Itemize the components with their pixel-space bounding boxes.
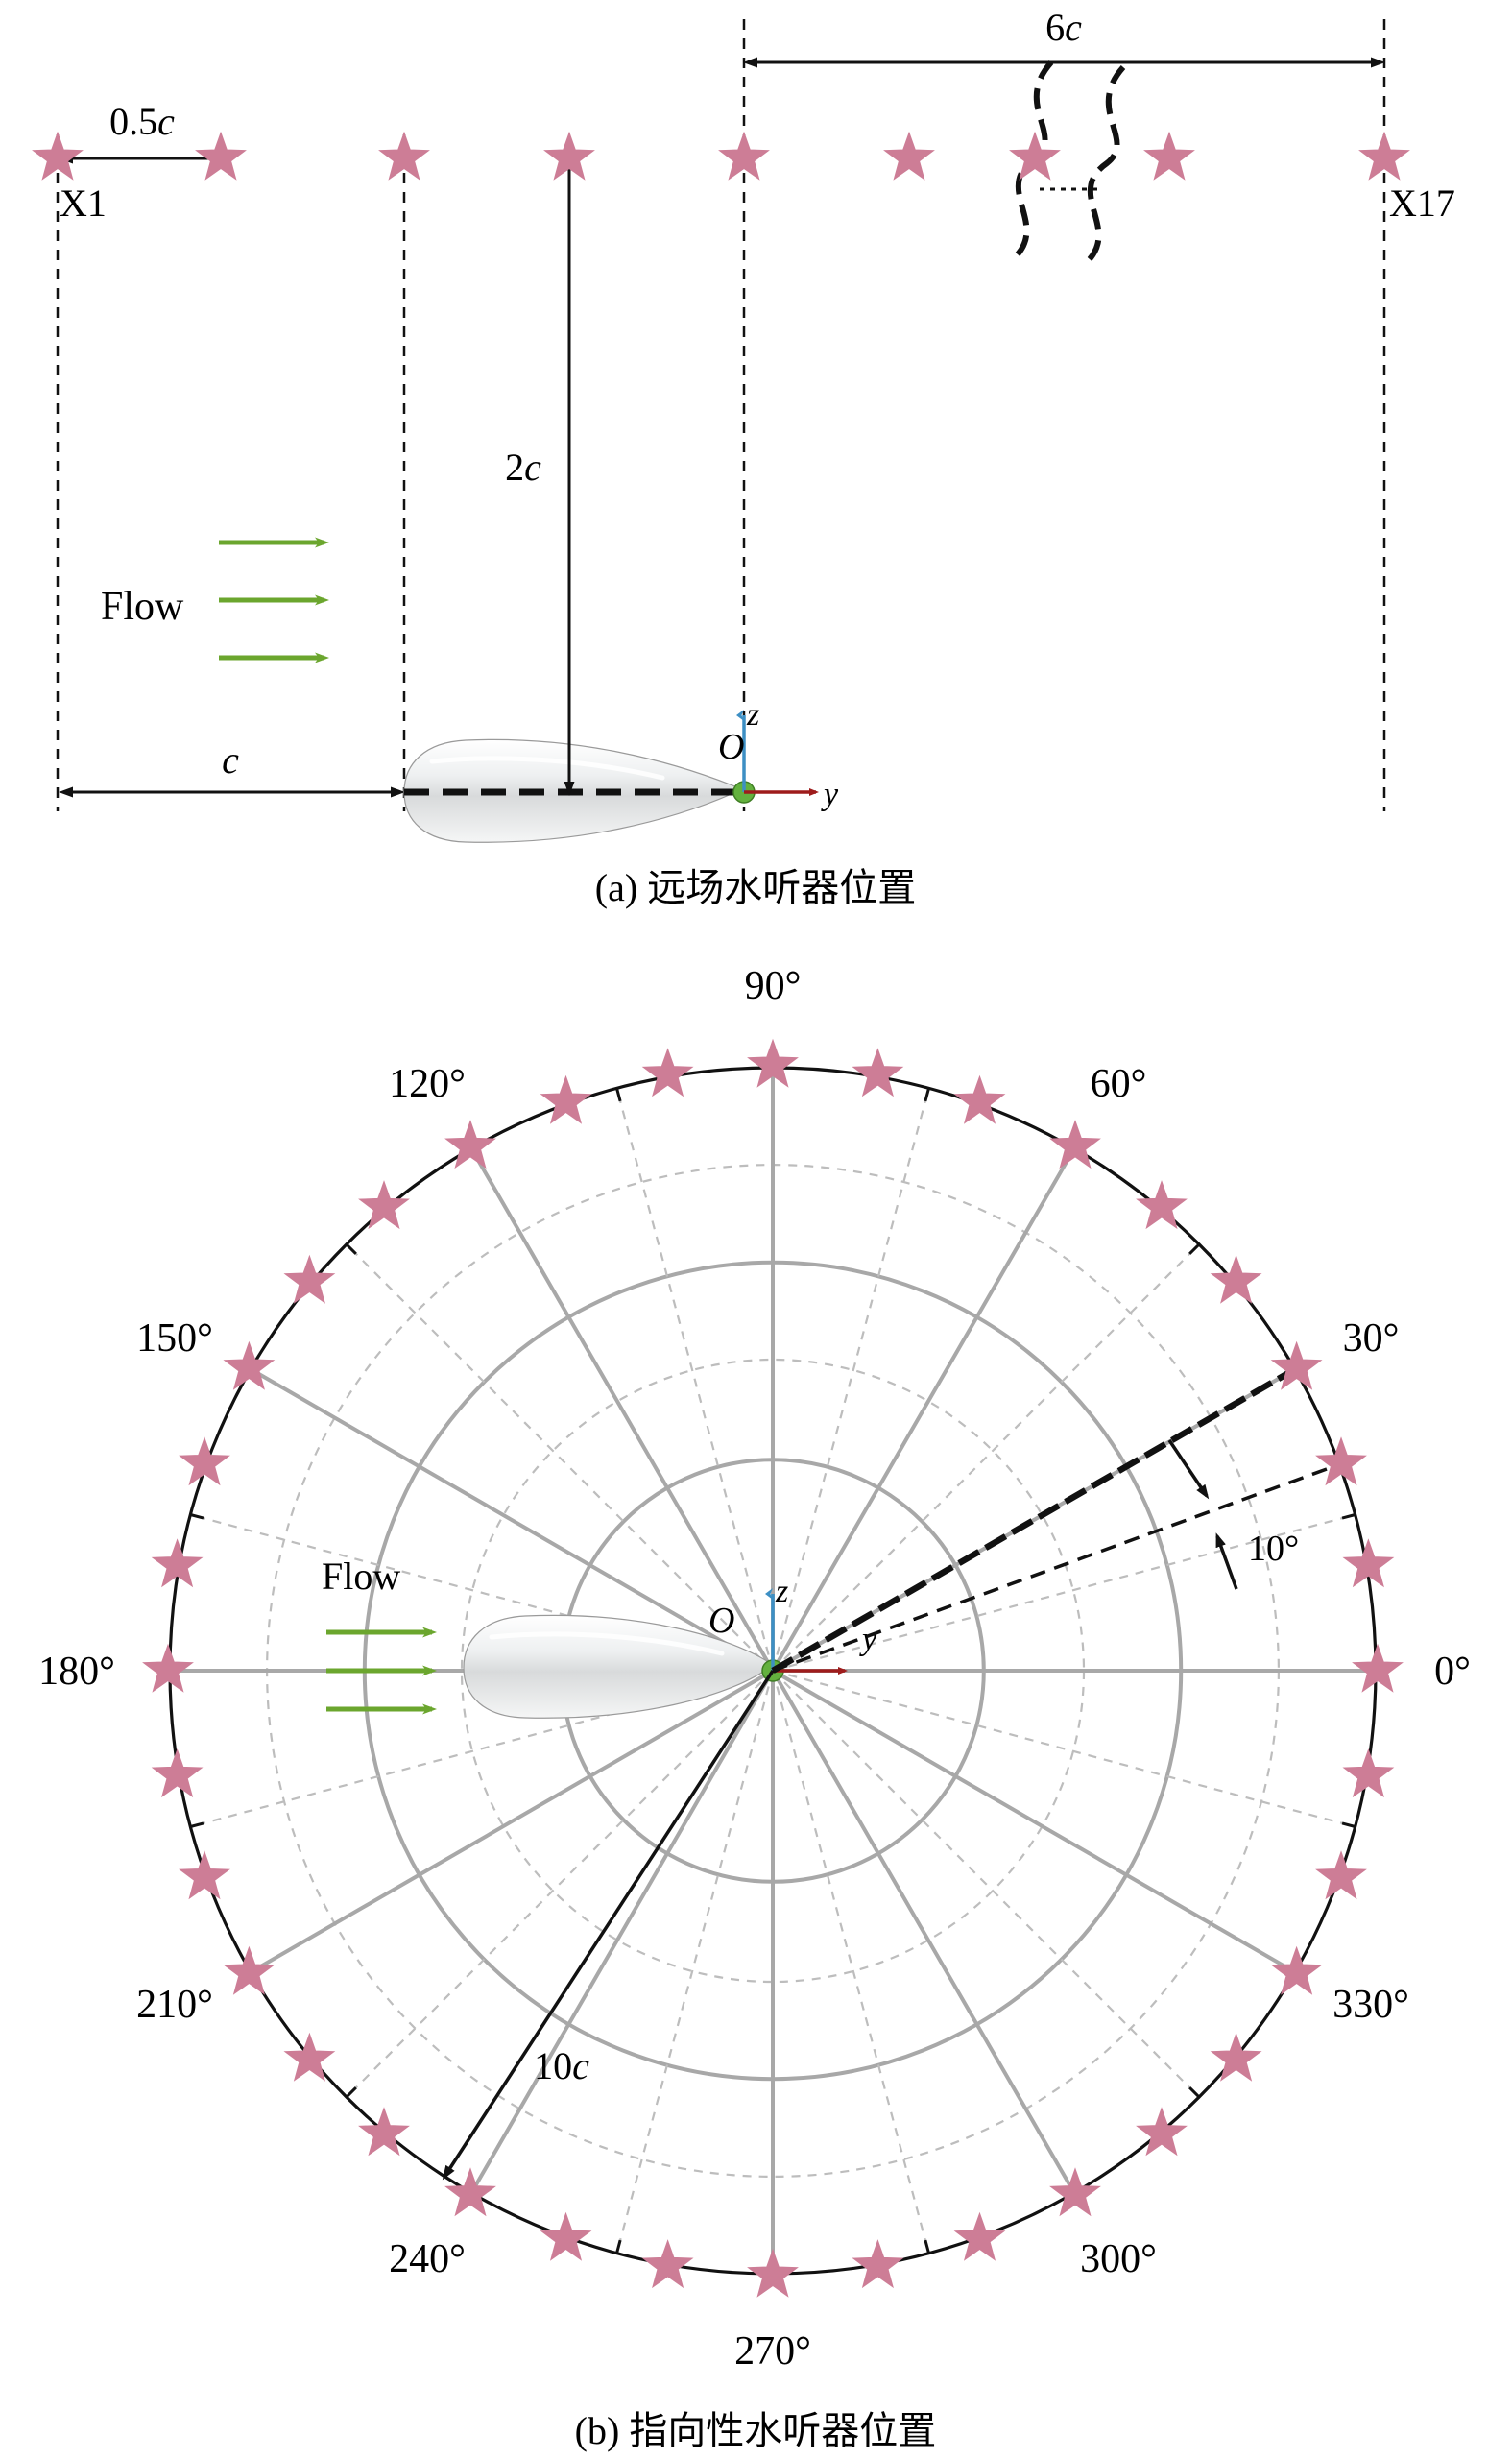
svg-text:240°: 240°: [389, 2237, 466, 2281]
svg-text:0°: 0°: [1434, 1650, 1471, 1694]
svg-text:(b) 指向性水听器位置: (b) 指向性水听器位置: [575, 2409, 937, 2452]
svg-text:X17: X17: [1389, 181, 1455, 225]
svg-text:Flow: Flow: [322, 1555, 400, 1598]
svg-text:10°: 10°: [1248, 1529, 1299, 1569]
svg-text:O: O: [708, 1601, 734, 1641]
svg-text:60°: 60°: [1091, 1062, 1147, 1106]
svg-text:180°: 180°: [38, 1650, 115, 1694]
svg-text:6c: 6c: [1045, 6, 1082, 49]
svg-text:210°: 210°: [136, 1983, 213, 2027]
svg-text:90°: 90°: [745, 964, 802, 1008]
svg-text:150°: 150°: [136, 1316, 213, 1361]
svg-text:120°: 120°: [389, 1062, 466, 1106]
svg-text:z: z: [746, 697, 759, 733]
svg-text:30°: 30°: [1343, 1316, 1400, 1361]
svg-text:270°: 270°: [734, 2329, 811, 2374]
svg-text:z: z: [775, 1574, 788, 1609]
svg-text:0.5c: 0.5c: [109, 100, 175, 143]
svg-text:y: y: [821, 777, 839, 812]
svg-text:300°: 300°: [1080, 2237, 1157, 2281]
svg-text:330°: 330°: [1332, 1983, 1409, 2027]
svg-text:c: c: [222, 738, 239, 782]
svg-text:10c: 10c: [534, 2044, 589, 2087]
svg-text:2c: 2c: [505, 446, 541, 489]
svg-text:Flow: Flow: [101, 585, 184, 629]
svg-text:(a) 远场水听器位置: (a) 远场水听器位置: [595, 866, 916, 909]
svg-text:X1: X1: [60, 181, 107, 225]
svg-text:O: O: [718, 727, 744, 767]
svg-text:y: y: [859, 1622, 877, 1657]
